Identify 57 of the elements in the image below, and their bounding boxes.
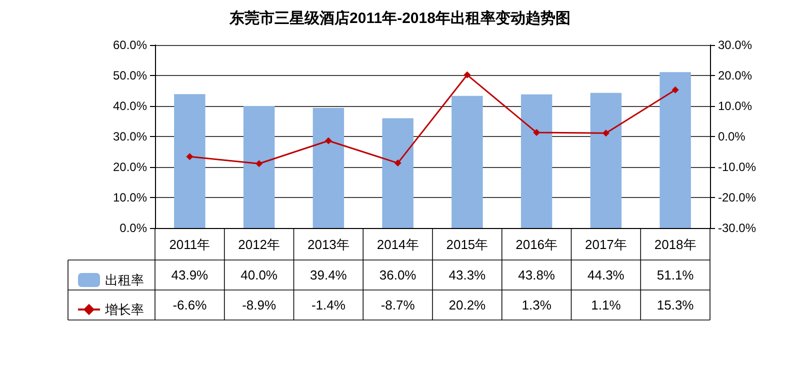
- point: [464, 71, 471, 78]
- bar: [382, 118, 414, 228]
- data-label: 39.4%: [310, 268, 348, 282]
- x-tick-label: 2013年: [307, 237, 350, 252]
- data-label: -8.7%: [380, 298, 416, 312]
- chart-title: 东莞市三星级酒店2011年-2018年出租率变动趋势图: [228, 9, 570, 27]
- data-label: -6.6%: [172, 298, 208, 312]
- y-tick-label: 40.0%: [112, 99, 148, 113]
- data-label: 1.3%: [522, 298, 552, 312]
- data-label: -8.9%: [242, 298, 276, 312]
- bar: [243, 106, 275, 228]
- y2-tick-label: -20.0%: [718, 190, 756, 204]
- legend-label: 增长率: [104, 302, 144, 317]
- point: [324, 137, 332, 144]
- y-tick-label: 10.0%: [112, 190, 148, 204]
- point: [186, 153, 194, 160]
- y2-tick-label: 20.0%: [718, 68, 752, 82]
- bar: [174, 94, 206, 228]
- legend-label: 出租率: [105, 272, 144, 288]
- point: [394, 160, 402, 167]
- data-label: 20.2%: [448, 298, 486, 312]
- data-label: 43.9%: [171, 268, 209, 282]
- x-tick-label: 2015年: [446, 237, 488, 252]
- x-tick-label: 2017年: [584, 237, 627, 252]
- y-tick-label: 20.0%: [112, 160, 148, 174]
- x-tick-label: 2016年: [516, 237, 558, 252]
- data-label: 43.8%: [518, 268, 556, 282]
- data-label: 51.1%: [656, 268, 694, 282]
- bar: [452, 96, 483, 228]
- y-tick-label: 30.0%: [112, 130, 148, 144]
- bar: [520, 94, 552, 228]
- point: [533, 129, 540, 136]
- y-tick-label: 0.0%: [120, 221, 148, 235]
- y-tick-label: 60.0%: [112, 38, 148, 52]
- bar: [590, 92, 622, 228]
- data-label: 15.3%: [656, 298, 694, 312]
- data-label: 1.1%: [591, 298, 622, 312]
- y2-tick-label: -10.0%: [718, 160, 756, 174]
- data-label: 43.3%: [448, 268, 486, 282]
- y2-tick-label: 30.0%: [718, 38, 752, 52]
- data-label: 36.0%: [379, 268, 417, 282]
- x-tick-label: 2011年: [169, 237, 210, 252]
- point: [602, 130, 610, 137]
- x-tick-label: 2014年: [376, 237, 419, 252]
- x-tick-label: 2018年: [654, 237, 696, 252]
- data-label: 40.0%: [240, 268, 278, 282]
- bar: [660, 72, 691, 228]
- point: [672, 86, 679, 94]
- y2-tick-label: 0.0%: [718, 130, 746, 144]
- y2-tick-label: -30.0%: [718, 221, 756, 235]
- bar: [312, 108, 344, 228]
- data-label: -1.4%: [311, 298, 346, 312]
- y-tick-label: 50.0%: [112, 68, 148, 82]
- x-tick-label: 2012年: [238, 237, 280, 252]
- data-label: 44.3%: [588, 268, 625, 282]
- y2-tick-label: 10.0%: [718, 99, 752, 113]
- point: [256, 160, 263, 168]
